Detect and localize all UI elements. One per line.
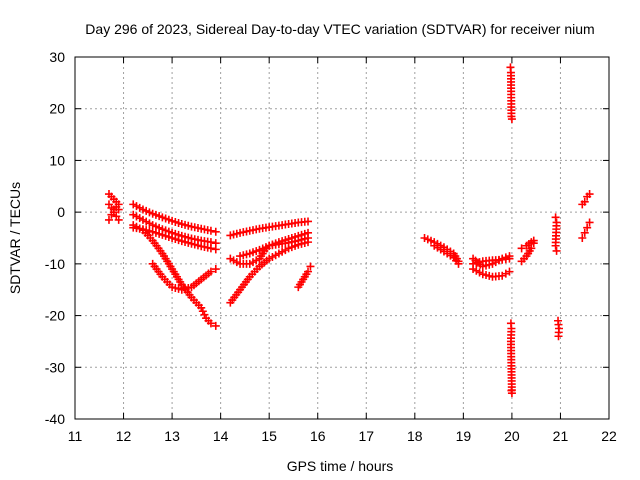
y-tick-label: -40 — [45, 411, 65, 427]
data-point — [580, 228, 589, 237]
x-tick-label: 13 — [164, 428, 180, 444]
series-track-18 — [469, 252, 514, 271]
x-tick-label: 19 — [456, 428, 472, 444]
data-point — [454, 259, 463, 268]
data-point — [529, 236, 538, 245]
data-point — [585, 218, 594, 227]
series-track-12 — [226, 238, 313, 307]
y-tick-label: 20 — [49, 101, 65, 117]
series-track-25 — [578, 190, 594, 209]
data-point — [554, 332, 563, 341]
data-point — [211, 245, 220, 254]
series-track-23 — [551, 213, 561, 255]
grid-lines — [75, 57, 609, 419]
y-tick-label: 0 — [57, 204, 65, 220]
data-point — [583, 223, 592, 232]
data-point — [206, 267, 215, 276]
data-point — [206, 244, 215, 253]
y-tick-label: -10 — [45, 256, 65, 272]
data-point — [580, 197, 589, 206]
series-track-8 — [148, 259, 220, 294]
data-point — [114, 215, 123, 224]
series-track-17 — [469, 265, 514, 281]
series-track-9 — [226, 217, 313, 240]
series-track-22 — [517, 236, 538, 253]
x-tick-label: 20 — [504, 428, 520, 444]
x-tick-label: 21 — [553, 428, 569, 444]
x-tick-label: 11 — [68, 428, 83, 444]
series-track-3 — [104, 202, 123, 224]
data-point — [505, 252, 514, 261]
data-point — [585, 190, 594, 199]
data-point — [304, 238, 313, 247]
data-point — [206, 319, 215, 328]
data-point — [551, 241, 560, 250]
x-axis-label: GPS time / hours — [287, 458, 394, 474]
plot-frame — [74, 56, 610, 420]
data-point — [306, 262, 315, 271]
data-point — [104, 215, 113, 224]
x-tick-label: 17 — [358, 428, 374, 444]
data-point — [578, 234, 587, 242]
data-point — [498, 254, 507, 263]
data-point — [206, 226, 215, 235]
axis-ticks: 11 12 13 14 15 16 17 18 19 20 21 22 30 20 10 0 -10 -20 -30… — [45, 49, 617, 444]
x-tick-label: 22 — [601, 428, 617, 444]
data-point — [507, 386, 516, 395]
y-tick-label: -20 — [45, 308, 65, 324]
data-point — [304, 267, 313, 276]
data-layer — [104, 63, 594, 398]
y-tick-label: 30 — [49, 49, 65, 65]
data-point — [507, 115, 516, 124]
series-track-24 — [554, 316, 563, 341]
series-track-15 — [430, 241, 463, 268]
chart-title: Day 296 of 2023, Sidereal Day-to-day VTE… — [85, 21, 594, 37]
x-tick-label: 16 — [310, 428, 326, 444]
series-track-20 — [506, 319, 516, 398]
x-tick-label: 18 — [407, 428, 423, 444]
series-track-19 — [506, 63, 516, 124]
data-point — [551, 213, 560, 222]
series-track-11 — [226, 234, 313, 268]
x-tick-label: 15 — [261, 428, 277, 444]
x-tick-label: 12 — [116, 428, 132, 444]
series-track-13 — [294, 262, 315, 292]
y-tick-label: -30 — [45, 359, 65, 375]
data-point — [304, 217, 313, 226]
data-point — [211, 321, 220, 330]
y-axis-label: SDTVAR / TECUs — [7, 182, 23, 294]
data-point — [552, 246, 561, 255]
data-point — [107, 210, 116, 219]
series-track-4 — [129, 200, 220, 236]
data-point — [211, 265, 220, 274]
y-tick-label: 10 — [49, 152, 65, 168]
data-point — [211, 227, 220, 236]
data-point — [501, 253, 510, 262]
data-point — [505, 267, 514, 276]
x-tick-label: 14 — [213, 428, 229, 444]
data-point — [114, 205, 123, 214]
data-point — [517, 244, 526, 253]
series-track-26 — [578, 218, 594, 242]
